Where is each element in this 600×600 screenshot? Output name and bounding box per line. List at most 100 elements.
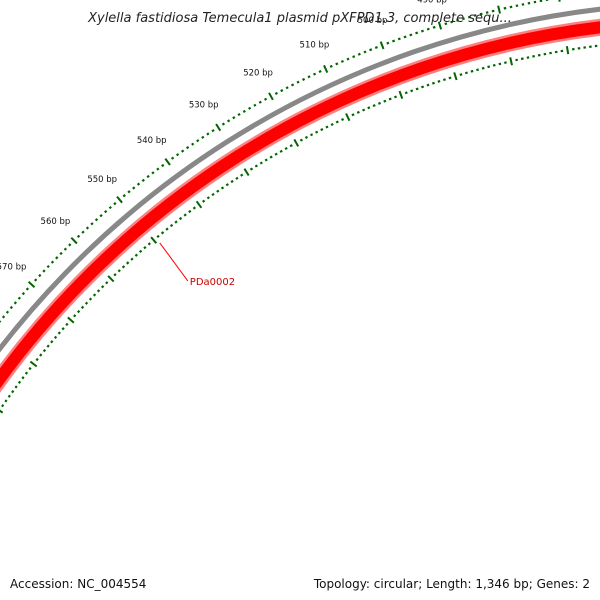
major-tick-outer (116, 195, 123, 204)
ring-dot (57, 331, 61, 335)
ring-dot (227, 119, 231, 123)
ring-dot (515, 58, 519, 62)
ring-dot (465, 71, 468, 75)
ring-dot (202, 199, 206, 203)
major-tick-outer (497, 5, 501, 14)
ring-dot (46, 344, 50, 348)
ring-dot (50, 340, 54, 344)
major-tick-outer (558, 0, 561, 2)
ring-dot (132, 186, 136, 190)
ring-dot (386, 41, 390, 45)
gene-label-leader-line (159, 242, 189, 282)
ring-dot (291, 83, 295, 87)
major-tick-inner (243, 168, 250, 177)
outer-dotted-ring (0, 0, 553, 323)
gene-label-pda0002[interactable]: PDa0002 (190, 277, 235, 288)
ring-dot (462, 17, 465, 21)
ring-dot (59, 251, 63, 256)
major-tick-inner (0, 409, 4, 414)
ring-dot (374, 46, 378, 49)
ring-dot (1, 404, 5, 408)
ring-dot (17, 296, 21, 300)
ring-dot (84, 301, 89, 305)
ring-dot (442, 78, 446, 82)
ring-dot (521, 3, 525, 6)
ring-dot (289, 144, 293, 148)
ring-dot (448, 76, 452, 80)
ring-dot (284, 146, 288, 151)
ring-dot (35, 357, 39, 362)
ring-dot (509, 5, 513, 9)
major-tick-inner (565, 46, 570, 55)
ring-dot (363, 50, 367, 54)
tick-label: 510 bp (300, 40, 330, 50)
ring-dot (7, 394, 11, 398)
ring-dot (143, 246, 147, 250)
ring-dot (196, 139, 200, 143)
ring-dot (485, 11, 489, 14)
ring-dot (185, 145, 190, 150)
ring-dot (130, 257, 134, 261)
ring-dot (409, 33, 413, 37)
ring-dot (421, 85, 425, 89)
ring-dot (42, 348, 47, 353)
ring-dot (134, 253, 138, 257)
ring-dot (329, 64, 333, 68)
ring-dot (113, 273, 117, 277)
ring-dot (138, 249, 143, 254)
ring-dot (90, 222, 94, 226)
ring-dot (481, 66, 485, 70)
ring-dot (320, 128, 324, 132)
ring-dot (254, 164, 258, 168)
ring-dot (76, 309, 81, 314)
tick-label: 570 bp (0, 262, 26, 272)
major-tick-inner (67, 316, 75, 324)
ring-dot (76, 234, 81, 238)
ring-dot (301, 77, 306, 81)
ring-dot (237, 112, 241, 117)
ring-dot (225, 183, 229, 187)
ring-dot (487, 65, 491, 69)
ring-dot (61, 327, 65, 331)
ring-dot (39, 353, 43, 357)
ring-dot (141, 178, 145, 182)
major-tick-inner (293, 138, 300, 147)
ring-dot (491, 9, 495, 13)
ring-dot (188, 209, 192, 214)
ring-dot (503, 6, 507, 10)
ring-dot (14, 385, 18, 389)
ring-dot (274, 152, 278, 156)
ring-dot (335, 62, 339, 66)
ring-dot (367, 106, 371, 110)
ring-dot (151, 171, 155, 175)
gene-feature-pda0002[interactable] (0, 21, 600, 443)
ring-dot (34, 278, 38, 282)
ring-dot (415, 87, 419, 91)
tick-label: 550 bp (87, 175, 117, 185)
ring-dot (53, 335, 58, 340)
ring-dot (340, 59, 344, 63)
ring-dot (85, 226, 90, 230)
ring-dot (21, 291, 26, 296)
ring-dot (410, 89, 414, 93)
ring-dot (335, 120, 339, 124)
ring-dot (216, 189, 220, 193)
ring-dot (117, 269, 121, 273)
ring-dot (280, 89, 284, 93)
ring-dot (420, 29, 424, 33)
ring-dot (249, 167, 254, 171)
major-tick-inner (195, 200, 203, 209)
ring-dot (459, 73, 463, 76)
ring-dot (136, 182, 141, 186)
ring-dot (191, 142, 195, 146)
ring-dot (432, 25, 436, 29)
ring-dot (533, 0, 537, 4)
ring-dot (520, 57, 524, 61)
ring-dot (346, 57, 350, 61)
ring-dot (5, 310, 10, 314)
ring-dot (161, 163, 165, 168)
major-tick-outer (215, 123, 222, 132)
ring-dot (160, 231, 165, 235)
ring-dot (369, 48, 373, 52)
